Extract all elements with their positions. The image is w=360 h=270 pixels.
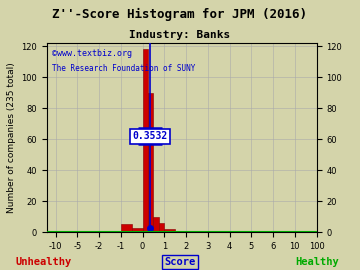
Text: Z''-Score Histogram for JPM (2016): Z''-Score Histogram for JPM (2016) [53,8,307,21]
Bar [153,217,159,232]
Text: Unhealthy: Unhealthy [15,257,71,267]
Bar [143,49,148,232]
Bar [121,224,132,232]
Text: ©www.textbiz.org: ©www.textbiz.org [52,49,132,58]
Text: Industry: Banks: Industry: Banks [129,30,231,40]
Bar [148,93,153,232]
Text: The Research Foundation of SUNY: The Research Foundation of SUNY [52,64,195,73]
Bar [132,228,143,232]
Text: 0.3532: 0.3532 [132,131,168,141]
Bar [164,229,175,232]
Bar [99,231,121,232]
Text: Healthy: Healthy [295,257,339,267]
Bar [159,223,164,232]
Text: Score: Score [165,257,195,267]
Y-axis label: Number of companies (235 total): Number of companies (235 total) [7,62,16,213]
